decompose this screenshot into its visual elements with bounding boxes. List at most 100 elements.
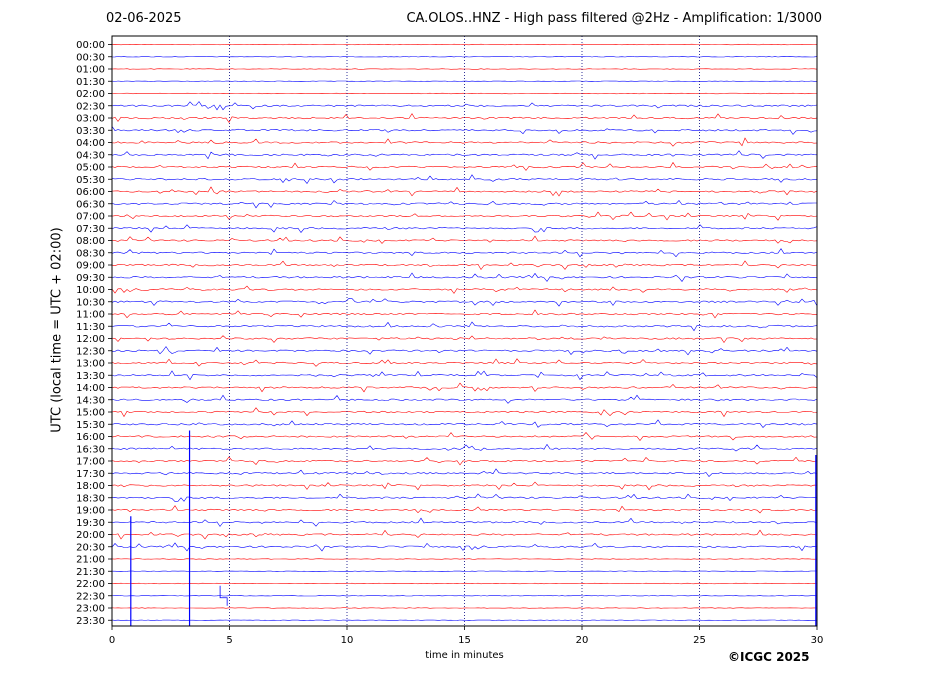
trace-lines (111, 43, 818, 621)
x-axis: 0 5 10 15 20 25 30 (109, 626, 824, 646)
trace-02:30 (111, 101, 818, 111)
trace-19:30 (111, 517, 818, 527)
trace-19:00 (111, 505, 818, 514)
trace-04:00 (111, 137, 818, 147)
trace-06:00 (111, 186, 818, 197)
y-tick-label: 20:00 (76, 530, 105, 541)
trace-06:30 (111, 200, 817, 209)
trace-00:30 (111, 56, 818, 58)
y-tick-label: 01:00 (76, 65, 105, 76)
trace-20:30 (111, 542, 818, 552)
y-tick-label: 12:00 (76, 334, 105, 345)
y-tick-label: 04:30 (76, 150, 105, 161)
y-tick-label: 11:00 (76, 310, 105, 321)
y-tick-label: 19:30 (76, 518, 105, 529)
y-tick-label: 14:30 (76, 395, 105, 406)
trace-05:00 (111, 161, 818, 171)
trace-13:30 (111, 370, 818, 381)
trace-18:30 (111, 493, 818, 502)
trace-04:30 (111, 150, 818, 160)
chart-title: CA.OLOS..HNZ - High pass filtered @2Hz -… (406, 11, 822, 26)
trace-23:00 (111, 607, 818, 609)
y-tick-label: 21:00 (76, 555, 105, 566)
y-tick-label: 16:30 (76, 444, 105, 455)
trace-21:30 (111, 570, 817, 572)
y-tick-label: 08:00 (76, 236, 105, 247)
trace-13:00 (111, 358, 818, 367)
y-tick-label: 08:30 (76, 248, 105, 259)
trace-17:30 (111, 468, 818, 477)
y-tick-label: 14:00 (76, 383, 105, 394)
y-tick-label: 12:30 (76, 346, 105, 357)
y-tick-label: 23:00 (76, 604, 105, 615)
y-tick-label: 22:00 (76, 579, 105, 590)
y-tick-label: 10:30 (76, 297, 105, 308)
x-tick-label: 30 (811, 635, 824, 646)
y-tick-label: 03:00 (76, 114, 105, 125)
trace-07:30 (111, 224, 818, 233)
trace-21:00 (111, 558, 817, 560)
trace-07:00 (111, 211, 818, 221)
step-artifact (219, 585, 228, 606)
y-tick-label: 07:00 (76, 212, 105, 223)
y-tick-label: 13:00 (76, 359, 105, 370)
x-tick-label: 0 (109, 635, 115, 646)
y-tick-label: 10:00 (76, 285, 105, 296)
trace-20:00 (111, 529, 818, 540)
trace-09:30 (111, 272, 818, 283)
x-axis-label: time in minutes (425, 650, 504, 661)
trace-14:00 (111, 382, 818, 393)
y-tick-label: 04:00 (76, 138, 105, 149)
y-tick-label: 18:00 (76, 481, 105, 492)
chart-date: 02-06-2025 (106, 11, 182, 26)
x-tick-label: 15 (458, 635, 471, 646)
y-tick-label: 05:00 (76, 163, 105, 174)
trace-10:00 (111, 285, 818, 294)
trace-12:30 (111, 346, 818, 356)
trace-23:30 (111, 619, 818, 621)
y-tick-label: 21:30 (76, 567, 105, 578)
trace-14:30 (111, 394, 818, 404)
y-tick-label: 02:30 (76, 101, 105, 112)
x-tick-label: 20 (576, 635, 589, 646)
trace-18:00 (111, 481, 818, 491)
y-tick-label: 00:00 (76, 40, 105, 51)
y-tick-label: 15:30 (76, 420, 105, 431)
trace-08:00 (111, 235, 818, 244)
event-spikes (130, 430, 817, 626)
y-tick-label: 03:30 (76, 126, 105, 137)
trace-01:00 (111, 68, 818, 70)
trace-03:00 (111, 113, 818, 123)
y-tick-label: 23:30 (76, 616, 105, 627)
trace-11:00 (111, 309, 818, 319)
y-tick-label: 13:30 (76, 371, 105, 382)
x-tick-label: 25 (693, 635, 706, 646)
y-tick-label: 20:30 (76, 542, 105, 553)
trace-22:00 (111, 582, 817, 585)
trace-09:00 (111, 260, 818, 271)
trace-15:00 (111, 407, 818, 418)
y-tick-label: 01:30 (76, 77, 105, 88)
y-tick-label: 09:00 (76, 261, 105, 272)
trace-05:30 (111, 174, 818, 185)
trace-22:30 (111, 595, 818, 597)
trace-15:30 (111, 419, 818, 428)
trace-01:30 (111, 80, 817, 82)
trace-03:30 (111, 125, 818, 135)
y-tick-label: 11:30 (76, 322, 105, 333)
trace-00:00 (111, 43, 818, 46)
y-tick-label: 02:00 (76, 89, 105, 100)
y-tick-label: 15:00 (76, 408, 105, 419)
trace-10:30 (111, 297, 818, 307)
trace-16:30 (111, 443, 818, 452)
trace-16:00 (111, 432, 818, 441)
y-tick-label: 00:30 (76, 52, 105, 63)
trace-11:30 (111, 321, 818, 332)
y-tick-label: 05:30 (76, 175, 105, 186)
y-tick-label: 17:00 (76, 457, 105, 468)
y-tick-label: 19:00 (76, 506, 105, 517)
x-tick-label: 10 (341, 635, 354, 646)
x-tick-label: 5 (226, 635, 232, 646)
